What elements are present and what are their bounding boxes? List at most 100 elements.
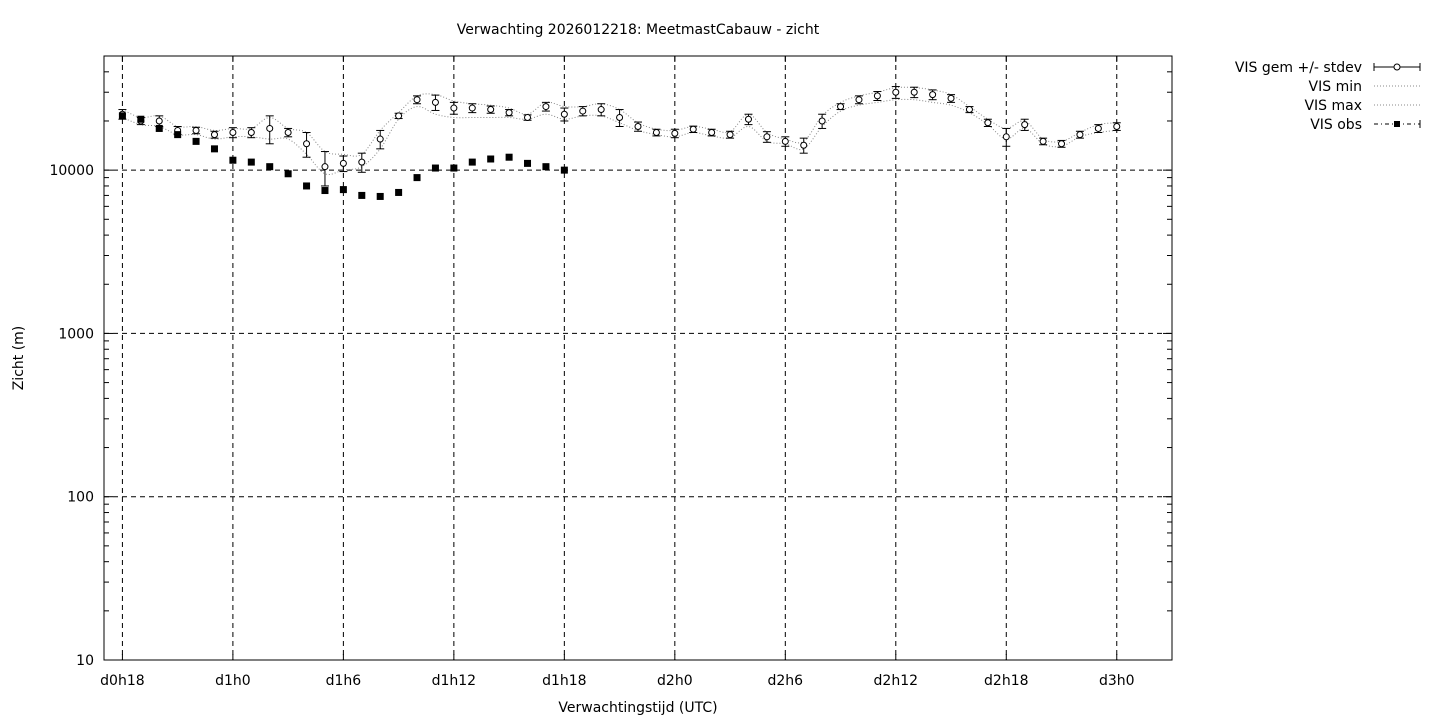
forecast-point xyxy=(579,107,587,115)
x-tick-label: d2h18 xyxy=(984,673,1028,689)
observation-point xyxy=(560,166,568,174)
forecast-point xyxy=(744,115,752,123)
y-tick-label: 1000 xyxy=(58,326,94,342)
x-tick-label: d3h0 xyxy=(1099,673,1135,689)
observation-point xyxy=(210,145,218,153)
forecast-point xyxy=(1002,133,1010,141)
forecast-point xyxy=(965,106,973,114)
observation-point xyxy=(505,153,513,161)
forecast-point xyxy=(800,141,808,149)
forecast-point xyxy=(1021,121,1029,129)
forecast-point xyxy=(155,117,163,125)
forecast-point xyxy=(1094,124,1102,132)
forecast-point xyxy=(984,119,992,127)
x-tick-label: d2h0 xyxy=(657,673,693,689)
x-tick-label: d0h18 xyxy=(100,673,144,689)
y-tick-label: 100 xyxy=(67,490,94,506)
observation-point xyxy=(284,170,292,178)
forecast-point xyxy=(726,131,734,139)
forecast-point xyxy=(321,163,329,171)
forecast-point xyxy=(1039,137,1047,145)
observation-point xyxy=(303,182,311,190)
forecast-point xyxy=(266,124,274,132)
forecast-point xyxy=(855,96,863,104)
observation-point xyxy=(339,186,347,194)
forecast-point xyxy=(524,114,532,122)
legend-swatch-marker xyxy=(1393,63,1401,71)
legend-label: VIS gem +/- stdev xyxy=(1235,60,1362,76)
legend-label: VIS min xyxy=(1309,79,1362,95)
x-tick-label: d1h0 xyxy=(215,673,251,689)
forecast-point xyxy=(505,109,513,117)
forecast-point xyxy=(376,135,384,143)
observation-point xyxy=(468,158,476,166)
forecast-point xyxy=(763,133,771,141)
x-tick-label: d1h18 xyxy=(542,673,586,689)
forecast-point xyxy=(560,110,568,118)
grid-lines xyxy=(104,56,1172,660)
observation-point xyxy=(229,156,237,164)
forecast-point xyxy=(671,129,679,137)
observation-point xyxy=(376,192,384,200)
forecast-point xyxy=(1058,140,1066,148)
plot-frame xyxy=(103,55,1173,661)
legend: VIS gem +/- stdev VIS min VIS max VIS obs xyxy=(1235,60,1421,133)
observation-point xyxy=(174,131,182,139)
observation-point xyxy=(487,155,495,163)
forecast-point xyxy=(395,112,403,120)
observation-point xyxy=(192,137,200,145)
legend-swatch-marker xyxy=(1394,121,1400,127)
y-axis-label: Zicht (m) xyxy=(11,326,27,391)
observation-point xyxy=(450,164,458,172)
observation-point xyxy=(321,187,329,195)
forecast-point xyxy=(652,129,660,137)
series-layer xyxy=(118,86,1121,200)
x-tick-label: d1h6 xyxy=(326,673,362,689)
observation-point xyxy=(247,158,255,166)
forecast-point xyxy=(947,94,955,102)
axis-ticks: d0h18 d1h0 d1h6 d1h12 d1h18 d2h0 d2h6 d2h12 d2h1… xyxy=(49,55,1172,689)
forecast-point xyxy=(339,159,347,167)
legend-label: VIS max xyxy=(1304,98,1362,114)
forecast-point xyxy=(597,106,605,114)
forecast-point xyxy=(1076,131,1084,139)
forecast-point xyxy=(1113,123,1121,131)
chart-title: Verwachting 2026012218: MeetmastCabauw -… xyxy=(457,22,820,38)
forecast-point xyxy=(929,91,937,99)
forecast-point xyxy=(450,104,458,112)
forecast-point xyxy=(910,88,918,96)
forecast-point xyxy=(634,123,642,131)
forecast-point xyxy=(873,92,881,100)
x-tick-label: d2h6 xyxy=(768,673,804,689)
forecast-point xyxy=(468,104,476,112)
forecast-point xyxy=(431,98,439,106)
x-axis-label: Verwachtingstijd (UTC) xyxy=(558,700,717,716)
forecast-point xyxy=(892,88,900,96)
forecast-point xyxy=(284,129,292,137)
legend-label: VIS obs xyxy=(1310,117,1362,133)
x-tick-label: d1h12 xyxy=(432,673,476,689)
y-tick-label: 10 xyxy=(76,653,94,669)
forecast-point xyxy=(708,129,716,137)
observation-point xyxy=(137,115,145,123)
forecast-point xyxy=(616,114,624,122)
observation-point xyxy=(542,163,550,171)
forecast-point xyxy=(413,96,421,104)
observation-point xyxy=(118,112,126,120)
observation-point xyxy=(155,124,163,132)
observation-point xyxy=(395,188,403,196)
forecast-point xyxy=(247,129,255,137)
forecast-point xyxy=(303,140,311,148)
forecast-point xyxy=(781,137,789,145)
observation-point xyxy=(413,174,421,182)
forecast-point xyxy=(818,117,826,125)
observation-point xyxy=(431,164,439,172)
observation-point xyxy=(358,191,366,199)
y-tick-label: 10000 xyxy=(49,163,94,179)
forecast-point xyxy=(229,129,237,137)
forecast-point xyxy=(358,158,366,166)
forecast-point xyxy=(192,126,200,134)
observation-point xyxy=(524,159,532,167)
forecast-point xyxy=(689,125,697,133)
